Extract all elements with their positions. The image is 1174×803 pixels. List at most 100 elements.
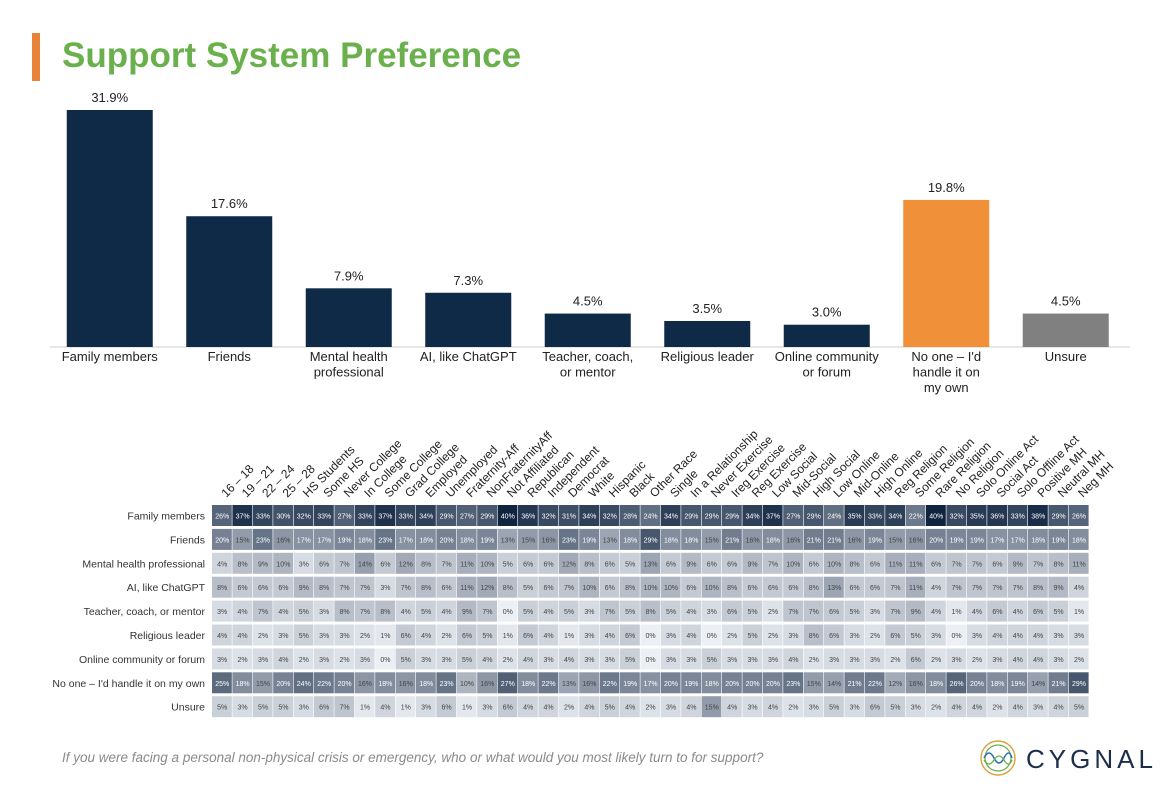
bar-category-label: Religious leader [661,349,755,364]
heatmap-cell [538,552,559,574]
heatmap-cell [273,552,293,574]
bar-category-label-line: Teacher, coach, [542,349,633,364]
heatmap-cell-label: 9% [1013,561,1023,568]
heatmap-cell [701,624,722,646]
heatmap-cell [701,576,722,598]
heatmap-cell [1048,576,1069,598]
heatmap-cell [416,624,436,646]
heatmap-cell-label: 29% [725,514,739,521]
heatmap-cell [314,505,334,526]
heatmap-cell [681,696,701,718]
heatmap-row-label: Mental health professional [82,558,205,570]
heatmap-cell [456,528,477,550]
heatmap-cell [375,624,395,646]
heatmap-cell [375,505,395,526]
heatmap-cell [293,696,314,718]
heatmap-cell [783,552,803,574]
heatmap-cell [416,528,436,550]
heatmap-cell-label: 34% [419,514,433,521]
heatmap-cell [538,648,559,670]
heatmap-cell-label: 21% [848,681,862,688]
heatmap-cell-label: 1% [380,633,390,640]
heatmap-cell-label: 5% [748,609,758,616]
heatmap-cell-label: 1% [360,705,370,712]
heatmap-cell-label: 40% [929,514,943,521]
heatmap-cell [905,552,926,574]
heatmap-cell [926,600,946,622]
heatmap-cell-label: 2% [788,705,798,712]
heatmap-cell-label: 6% [788,585,798,592]
heatmap-cell [436,648,457,670]
heatmap-cell [987,552,1007,574]
heatmap-cell-label: 11% [909,585,923,592]
heatmap-cell [926,505,946,526]
heatmap-cell [966,528,987,550]
heatmap-cell-label: 7% [258,609,268,616]
heatmap-cell [497,552,518,574]
bar-category-label-line: handle it on [913,365,980,380]
heatmap-cell-label: 4% [952,705,962,712]
heatmap-cell-label: 3% [340,633,350,640]
heatmap-cell [905,648,926,670]
heatmap-cell-label: 14% [827,681,841,688]
heatmap-cell-label: 3% [1054,657,1064,664]
heatmap-cell [1048,648,1069,670]
heatmap-cell [538,600,559,622]
heatmap-cell-label: 3% [707,609,717,616]
heatmap-cell-label: 2% [727,633,737,640]
heatmap-cell-label: 1% [462,705,472,712]
heatmap-cell-label: 9% [911,609,921,616]
heatmap-cell-label: 5% [482,633,492,640]
heatmap-cell-label: 19% [868,537,882,544]
heatmap-cell [1028,648,1048,670]
heatmap-cell [314,624,334,646]
heatmap-cell-label: 36% [521,514,535,521]
heatmap-cell-label: 23% [256,537,270,544]
bar-data-label: 4.5% [1051,294,1081,309]
heatmap-cell-label: 8% [238,561,248,568]
heatmap-cell-label: 3% [584,609,594,616]
heatmap-cell-label: 8% [380,609,390,616]
heatmap-cell-label: 3% [584,633,594,640]
heatmap-cell-label: 1% [1074,609,1084,616]
heatmap-cell-label: 18% [1072,537,1086,544]
heatmap-cell-label: 3% [850,657,860,664]
heatmap-cell-label: 17% [990,537,1004,544]
heatmap-cell-label: 9% [748,561,758,568]
heatmap-cell-label: 13% [501,537,515,544]
heatmap-cell [354,600,375,622]
heatmap-cell [1028,505,1048,526]
heatmap-cell-label: 4% [686,633,696,640]
heatmap-cell [416,552,436,574]
heatmap-cell [681,624,701,646]
heatmap-cell-label: 0% [952,633,962,640]
heatmap-cell [599,528,620,550]
heatmap-cell-label: 4% [686,705,696,712]
heatmap-cell [905,696,926,718]
heatmap-cell-label: 6% [686,585,696,592]
heatmap-cell [905,624,926,646]
heatmap-cell [558,505,579,526]
heatmap-cell-label: 31% [562,514,576,521]
heatmap-cell [456,648,477,670]
heatmap-cell-label: 4% [1013,609,1023,616]
heatmap-cell [1068,505,1089,526]
bar-data-label: 31.9% [91,90,128,105]
heatmap-cell-label: 16% [542,537,556,544]
heatmap-cell-label: 6% [748,585,758,592]
heatmap-cell-label: 7% [1013,585,1023,592]
heatmap-cell [518,624,538,646]
heatmap-cell-label: 2% [972,657,982,664]
heatmap-cell [375,576,395,598]
heatmap-cell-label: 21% [807,537,821,544]
heatmap-cell-label: 10% [664,585,678,592]
heatmap-cell-label: 18% [623,537,637,544]
heatmap-cell-label: 4% [768,705,778,712]
heatmap-cell-label: 6% [850,585,860,592]
heatmap-cell [987,648,1007,670]
heatmap-cell-label: 5% [911,633,921,640]
heatmap-cell-label: 3% [380,585,390,592]
heatmap-cell-label: 6% [544,585,554,592]
heatmap-cell [1068,576,1089,598]
heatmap-cell [273,648,293,670]
